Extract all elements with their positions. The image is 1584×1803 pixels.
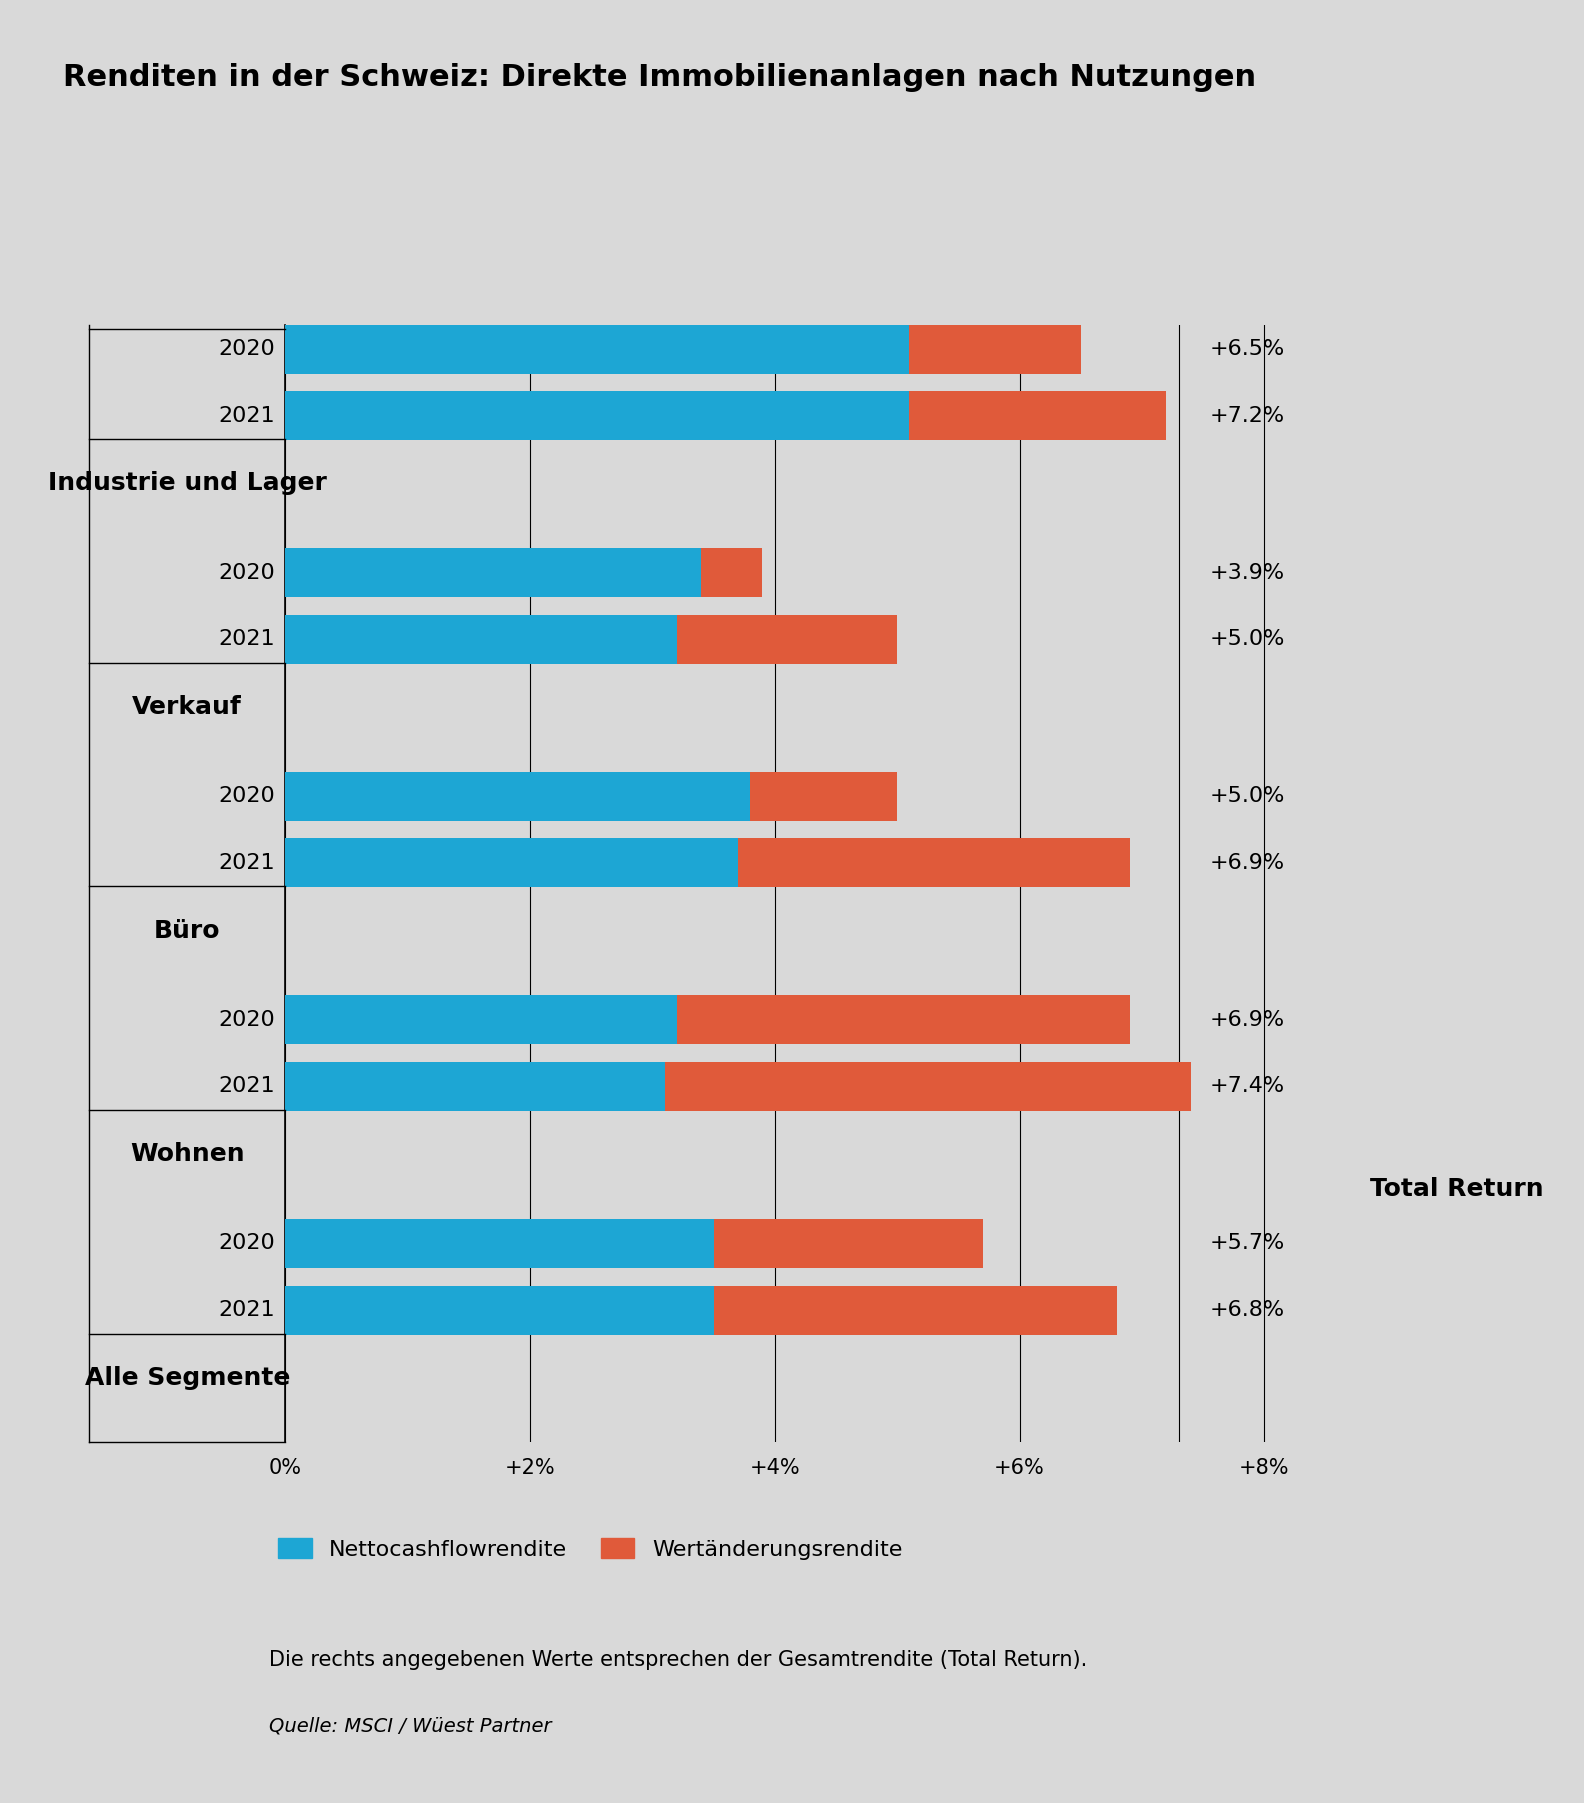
Bar — [713, 1219, 982, 1268]
Bar — [285, 1062, 665, 1111]
Bar — [665, 1062, 1191, 1111]
Bar — [285, 615, 676, 664]
Text: 2020: 2020 — [219, 786, 276, 806]
Text: +6.5%: +6.5% — [1209, 339, 1285, 359]
Bar — [738, 838, 1129, 887]
Bar — [285, 1286, 713, 1334]
Text: +5.0%: +5.0% — [1209, 629, 1285, 649]
Text: Die rechts angegebenen Werte entsprechen der Gesamtrendite (Total Return).: Die rechts angegebenen Werte entsprechen… — [269, 1650, 1088, 1670]
Text: Quelle: MSCI / Wüest Partner: Quelle: MSCI / Wüest Partner — [269, 1716, 551, 1736]
Text: +6.9%: +6.9% — [1209, 853, 1285, 873]
Text: +3.9%: +3.9% — [1209, 563, 1285, 582]
Bar — [285, 995, 676, 1044]
Bar — [713, 1286, 1117, 1334]
Text: Industrie und Lager: Industrie und Lager — [48, 471, 326, 496]
Text: Renditen in der Schweiz: Direkte Immobilienanlagen nach Nutzungen: Renditen in der Schweiz: Direkte Immobil… — [63, 63, 1256, 92]
Text: +6.9%: +6.9% — [1209, 1010, 1285, 1030]
Bar — [909, 325, 1080, 373]
Text: 2021: 2021 — [219, 853, 276, 873]
Bar — [676, 995, 1129, 1044]
Text: +7.4%: +7.4% — [1209, 1076, 1285, 1096]
Text: +5.7%: +5.7% — [1209, 1233, 1285, 1253]
Bar — [909, 391, 1166, 440]
Text: 2020: 2020 — [219, 339, 276, 359]
Text: 2021: 2021 — [219, 1300, 276, 1320]
Text: +6.8%: +6.8% — [1209, 1300, 1285, 1320]
Text: +5.0%: +5.0% — [1209, 786, 1285, 806]
Text: Büro: Büro — [154, 918, 220, 943]
Text: +7.2%: +7.2% — [1209, 406, 1285, 426]
Bar — [285, 325, 909, 373]
Bar — [285, 391, 909, 440]
Bar — [676, 615, 897, 664]
Text: Total Return: Total Return — [1370, 1177, 1544, 1201]
Text: 2020: 2020 — [219, 1233, 276, 1253]
Text: 2021: 2021 — [219, 406, 276, 426]
Bar — [751, 772, 897, 820]
Text: 2020: 2020 — [219, 1010, 276, 1030]
Text: 2020: 2020 — [219, 563, 276, 582]
Bar — [285, 772, 751, 820]
Legend: Nettocashflowrendite, Wertänderungsrendite: Nettocashflowrendite, Wertänderungsrendi… — [269, 1529, 911, 1569]
Text: Alle Segmente: Alle Segmente — [84, 1365, 290, 1390]
Bar — [285, 838, 738, 887]
Text: 2021: 2021 — [219, 629, 276, 649]
Text: Wohnen: Wohnen — [130, 1141, 244, 1167]
Bar — [285, 548, 702, 597]
Text: Verkauf: Verkauf — [133, 694, 242, 719]
Bar — [285, 1219, 713, 1268]
Text: 2021: 2021 — [219, 1076, 276, 1096]
Bar — [702, 548, 762, 597]
